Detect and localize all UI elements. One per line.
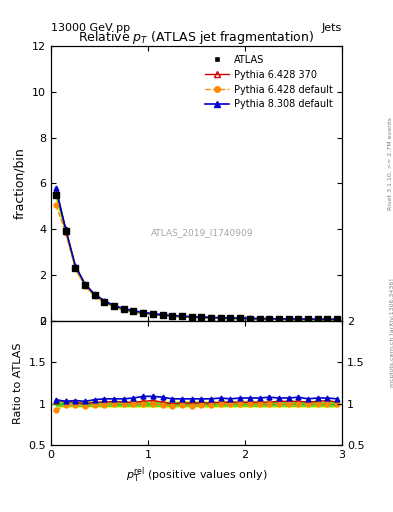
- Y-axis label: fraction/bin: fraction/bin: [13, 147, 27, 219]
- Text: Rivet 3.1.10, >= 2.7M events: Rivet 3.1.10, >= 2.7M events: [387, 117, 392, 210]
- Text: mcplots.cern.ch [arXiv:1306.3436]: mcplots.cern.ch [arXiv:1306.3436]: [390, 279, 393, 387]
- Text: ATLAS_2019_I1740909: ATLAS_2019_I1740909: [151, 228, 253, 237]
- Title: Relative $p_T$ (ATLAS jet fragmentation): Relative $p_T$ (ATLAS jet fragmentation): [78, 29, 315, 46]
- Text: 13000 GeV pp: 13000 GeV pp: [51, 23, 130, 33]
- Y-axis label: Ratio to ATLAS: Ratio to ATLAS: [13, 343, 23, 424]
- X-axis label: $p_{\rm T}^{\rm rel}$ (positive values only): $p_{\rm T}^{\rm rel}$ (positive values o…: [126, 466, 267, 485]
- Legend: ATLAS, Pythia 6.428 370, Pythia 6.428 default, Pythia 8.308 default: ATLAS, Pythia 6.428 370, Pythia 6.428 de…: [201, 51, 337, 113]
- Text: Jets: Jets: [321, 23, 342, 33]
